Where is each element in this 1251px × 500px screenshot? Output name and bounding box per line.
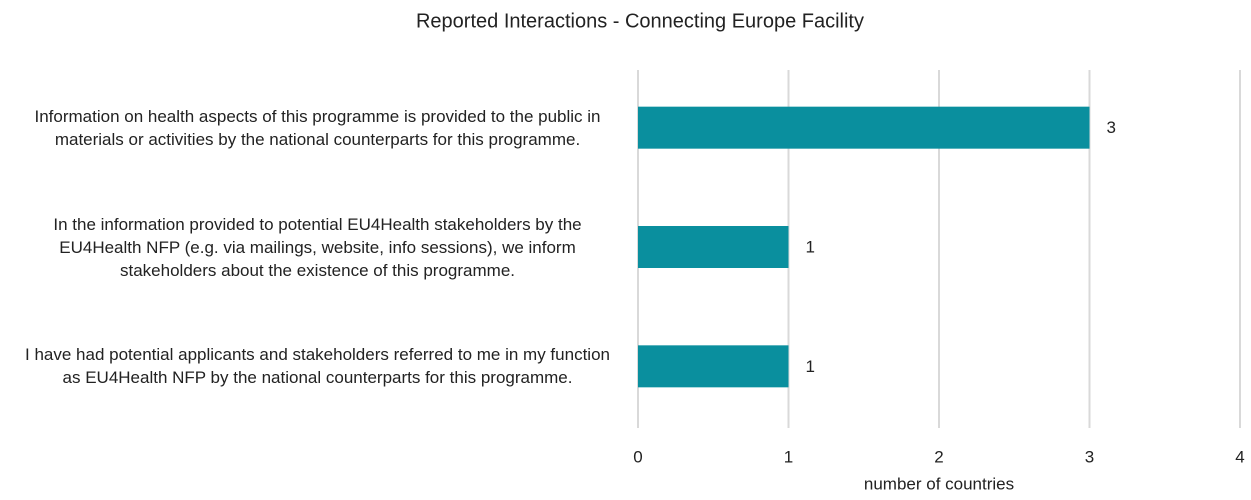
bar: [638, 345, 789, 388]
y-tick-label-box: Information on health aspects of this pr…: [34, 106, 601, 149]
x-tick-label: 3: [1085, 447, 1094, 466]
y-tick-label-box: In the information provided to potential…: [53, 214, 582, 280]
data-label: 1: [806, 357, 815, 376]
bar: [638, 106, 1090, 149]
x-tick-label: 4: [1235, 447, 1244, 466]
bar: [638, 226, 789, 268]
x-tick-label: 1: [784, 447, 793, 466]
data-label: 1: [806, 237, 815, 256]
chart-title: Reported Interactions - Connecting Europ…: [416, 10, 864, 32]
x-tick-label: 2: [934, 447, 943, 466]
y-tick-label: I have had potential applicants and stak…: [25, 345, 610, 388]
y-tick-label: Information on health aspects of this pr…: [34, 106, 601, 149]
y-tick-label-box: I have had potential applicants and stak…: [25, 345, 610, 388]
y-tick-label: In the information provided to potential…: [53, 214, 582, 280]
data-label: 3: [1107, 118, 1116, 137]
x-axis-title: number of countries: [864, 474, 1014, 493]
x-tick-label: 0: [633, 447, 642, 466]
